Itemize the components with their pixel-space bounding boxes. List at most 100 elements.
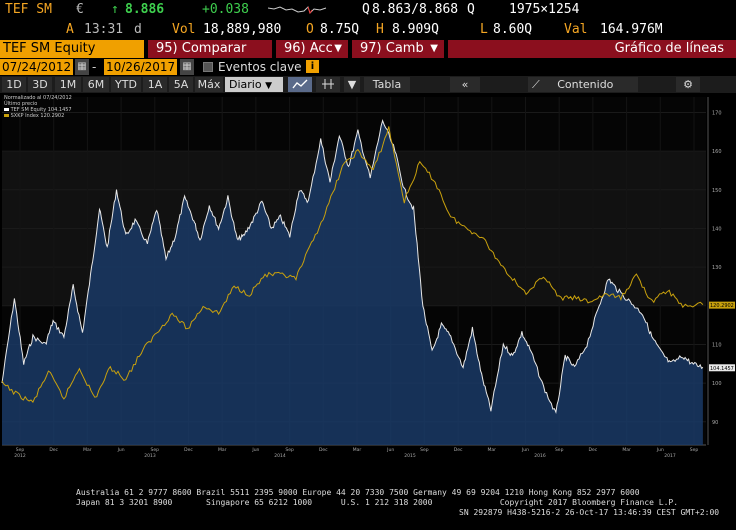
period-5a[interactable]: 5A [169, 77, 193, 92]
footer-serial: SN 292879 H438-5216-2 26-Oct-17 13:46:39… [459, 508, 720, 517]
settings-gear-icon[interactable]: ⚙ [676, 77, 700, 92]
legend-last-price: Último precio [4, 101, 38, 107]
legend-tef: TEF SM Equity 104.1457 [4, 107, 72, 113]
y-tick-label: 150 [712, 188, 722, 194]
chart-svg: 90100110120130140150160170SepDecMarJunSe… [1, 97, 735, 459]
value-label: Val [564, 22, 588, 37]
date-separator: - [92, 60, 97, 74]
change-num: 97) [360, 41, 382, 56]
open-value: 8.75Q [320, 22, 360, 37]
table-button[interactable]: Tabla [364, 77, 410, 92]
legend-tef-swatch [4, 108, 9, 111]
x-month-label: Dec [319, 447, 328, 453]
bid-ask-prefix: Q [362, 2, 370, 17]
compare-menu[interactable]: 95) Comparar [148, 40, 272, 58]
x-month-label: Dec [49, 447, 58, 453]
value-value: 164.976M [600, 22, 663, 37]
x-month-label: Mar [353, 447, 362, 453]
y-tick-label: 130 [712, 265, 722, 271]
y-tick-label: 160 [712, 149, 722, 155]
high-label: H [376, 22, 384, 37]
collapse-left-icon[interactable]: « [450, 77, 480, 92]
info-icon[interactable]: i [306, 60, 319, 73]
change-label: Camb [385, 41, 424, 56]
x-month-label: Sep [151, 447, 160, 453]
legend-tef-label: TEF SM Equity 104.1457 [10, 107, 72, 113]
last-price: 8.886 [125, 2, 165, 17]
low-value: 8.60Q [493, 22, 533, 37]
end-calendar-icon[interactable]: ▦ [180, 59, 194, 75]
line-chart-icon[interactable] [288, 77, 312, 92]
x-year-label: 2012 [14, 453, 26, 459]
x-month-label: Dec [454, 447, 463, 453]
low-label: L [480, 22, 488, 37]
start-calendar-icon[interactable]: ▦ [75, 59, 89, 75]
x-month-label: Sep [690, 447, 699, 453]
quote-line-2: A 13:31 d Vol 18,889,980 O 8.75Q H 8.909… [0, 20, 736, 40]
bid-ask: 8.863/8.868 [372, 2, 459, 17]
actions-dropdown-icon: ▼ [334, 43, 342, 54]
last-value-tag [709, 301, 735, 309]
ticker[interactable]: TEF SM [5, 2, 52, 17]
series-line-1 [1, 126, 704, 404]
chart-legend: Normalizado al 07/24/2012 Último precio … [4, 95, 72, 119]
compare-label: Comparar [181, 41, 247, 56]
footer-contacts-1: Australia 61 2 9777 8600 Brazil 5511 239… [76, 488, 640, 497]
end-date-input[interactable]: 10/26/2017 [104, 59, 177, 75]
period-1d[interactable]: 1D [2, 77, 26, 92]
y-tick-label: 170 [712, 110, 722, 116]
footer-contacts-2: Japan 81 3 3201 8900 Singapore 65 6212 1… [76, 498, 679, 507]
currency-symbol: € [76, 2, 84, 17]
x-month-label: Dec [589, 447, 598, 453]
series-line-0 [1, 118, 704, 415]
y-tick-label: 110 [712, 342, 722, 348]
change-dropdown-icon: ▼ [430, 43, 438, 54]
period-6m[interactable]: 6M [83, 77, 109, 92]
period-ytd[interactable]: YTD [111, 77, 141, 92]
change-menu[interactable]: 97) Camb ▼ [352, 40, 444, 58]
volume-value: 18,889,980 [203, 22, 282, 37]
chart-title: Gráfico de líneas [614, 41, 724, 56]
period-1m[interactable]: 1M [55, 77, 81, 92]
legend-sxkp: SXKP Index 120.2902 [4, 113, 72, 119]
x-month-label: Jun [386, 447, 394, 453]
y-tick-label: 90 [712, 420, 718, 426]
frequency-dropdown-icon: ▼ [265, 81, 272, 91]
period-1a[interactable]: 1A [143, 77, 167, 92]
frequency-label: Diario [229, 78, 262, 91]
x-month-label: Sep [16, 447, 25, 453]
compare-num: 95) [156, 41, 178, 56]
high-value: 8.909Q [392, 22, 439, 37]
x-month-label: Mar [622, 447, 631, 453]
sparkline-icon [267, 0, 328, 23]
open-label: O [306, 22, 314, 37]
chart-toolbar: 1D 3D 1M 6M YTD 1A 5A Máx Diario ▼ ▼ Tab… [0, 76, 736, 93]
date-range-row: 07/24/2012 ▦ - 10/26/2017 ▦ Eventos clav… [0, 58, 736, 76]
crosshair-icon[interactable] [316, 77, 340, 92]
security-tab[interactable]: TEF SM Equity [0, 40, 144, 58]
x-year-label: 2017 [664, 453, 676, 459]
x-month-label: Sep [285, 447, 294, 453]
legend-sxkp-label: SXKP Index 120.2902 [10, 113, 65, 119]
x-year-label: 2016 [534, 453, 546, 459]
y-tick-label: 100 [712, 381, 722, 387]
content-label: Contenido [557, 78, 614, 91]
y-tick-label: 140 [712, 226, 722, 232]
x-year-label: 2013 [144, 453, 156, 459]
actions-menu[interactable]: 96) Acc ▼ [276, 40, 348, 58]
x-month-label: Mar [83, 447, 92, 453]
security-tab-label: TEF SM Equity [3, 41, 96, 56]
x-month-label: Jun [117, 447, 125, 453]
x-month-label: Sep [555, 447, 564, 453]
events-checkbox[interactable] [203, 62, 213, 72]
x-year-label: 2015 [404, 453, 416, 459]
price-change: +0.038 [202, 2, 249, 17]
frequency-select[interactable]: Diario ▼ [225, 77, 283, 92]
chart-options-dropdown-icon[interactable]: ▼ [344, 77, 360, 92]
quote-line-1: TEF SM € ↑ 8.886 +0.038 Q 8.863/8.868 Q … [0, 0, 736, 20]
period-3d[interactable]: 3D [28, 77, 52, 92]
start-date-input[interactable]: 07/24/2012 [0, 59, 73, 75]
x-month-label: Mar [488, 447, 497, 453]
content-button[interactable]: ⟋ Contenido [528, 77, 638, 92]
period-max[interactable]: Máx [195, 77, 223, 92]
